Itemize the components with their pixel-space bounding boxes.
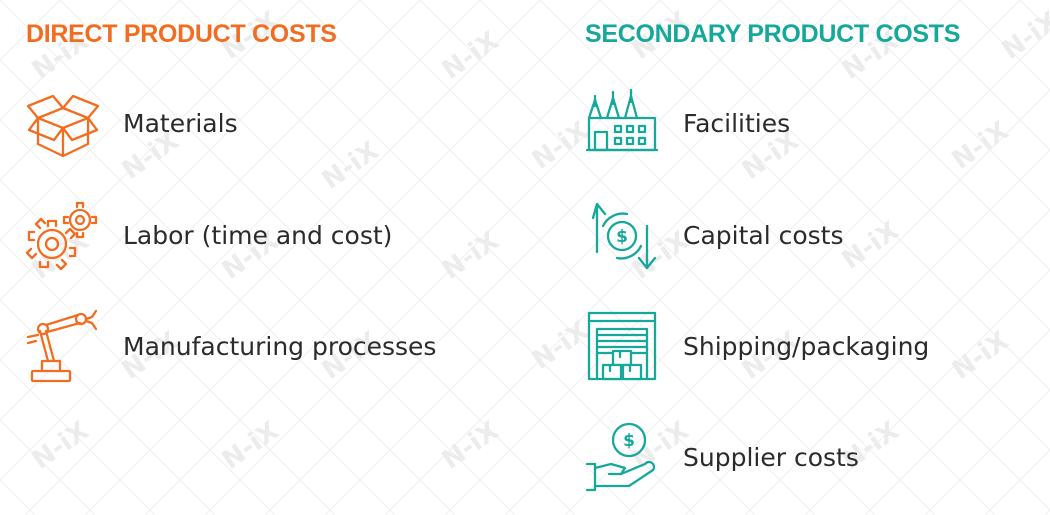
robotic-arm-icon [26, 307, 100, 387]
hand-coin-icon: $ [585, 418, 659, 498]
direct-costs-title: DIRECT PRODUCT COSTS [26, 20, 337, 48]
watermark-text: N-iX [217, 416, 285, 476]
item-label: Supplier costs [683, 443, 859, 472]
list-item-shipping: Shipping/packaging [585, 307, 1045, 387]
open-box-icon [26, 84, 100, 164]
factory-icon [585, 84, 659, 164]
list-item-supplier: $ Supplier costs [585, 418, 1045, 498]
watermark-text: N-iX [27, 416, 95, 476]
list-item-manufacturing: Manufacturing processes [26, 307, 486, 387]
watermark-text: N-iX [437, 416, 505, 476]
secondary-costs-title: SECONDARY PRODUCT COSTS [585, 20, 961, 48]
list-item-labor: Labor (time and cost) [25, 196, 486, 276]
item-label: Facilities [683, 109, 791, 138]
list-item-facilities: Facilities [585, 84, 1045, 164]
svg-text:$: $ [623, 431, 635, 451]
svg-text:$: $ [616, 227, 628, 247]
item-label: Manufacturing processes [123, 332, 437, 361]
item-label: Capital costs [683, 221, 844, 250]
watermark-text: N-iX [997, 6, 1050, 66]
gears-icon [25, 196, 100, 276]
item-label: Labor (time and cost) [123, 221, 393, 250]
watermark-text: N-iX [437, 26, 505, 86]
list-item-capital: $ Capital costs [585, 196, 1045, 276]
warehouse-icon [585, 307, 659, 387]
item-label: Shipping/packaging [683, 332, 930, 361]
list-item-materials: Materials [26, 84, 486, 164]
dollar-cycle-icon: $ [585, 196, 659, 276]
item-label: Materials [123, 109, 238, 138]
